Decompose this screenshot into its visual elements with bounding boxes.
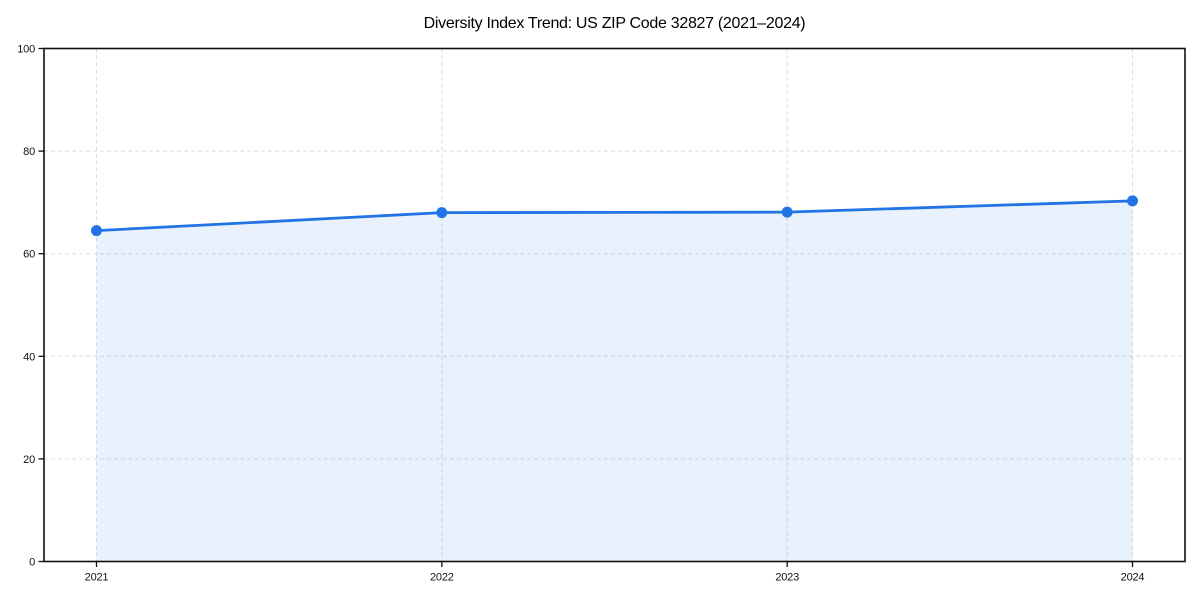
y-axis-tick-label: 100	[17, 44, 35, 56]
x-axis-tick-label: 2023	[775, 572, 799, 584]
chart-title: Diversity Index Trend: US ZIP Code 32827…	[423, 15, 806, 32]
data-point	[436, 207, 448, 219]
data-point	[1127, 195, 1138, 207]
trend-line	[95, 199, 1134, 233]
data-point	[91, 225, 102, 237]
y-axis-tick-label: 40	[23, 351, 35, 363]
y-axis-tick-label: 20	[23, 454, 35, 466]
x-axis-tick-label: 2021	[85, 572, 109, 584]
data-point	[781, 206, 793, 218]
plot-border	[43, 47, 1186, 563]
x-axis-tick-label: 2022	[430, 572, 454, 584]
y-axis-tick-label: 0	[29, 557, 35, 569]
y-axis-tick-label: 60	[23, 249, 35, 261]
area-fill	[96, 200, 1133, 562]
x-axis-tick-label: 2024	[1121, 572, 1145, 584]
y-axis-tick-label: 80	[23, 146, 35, 158]
